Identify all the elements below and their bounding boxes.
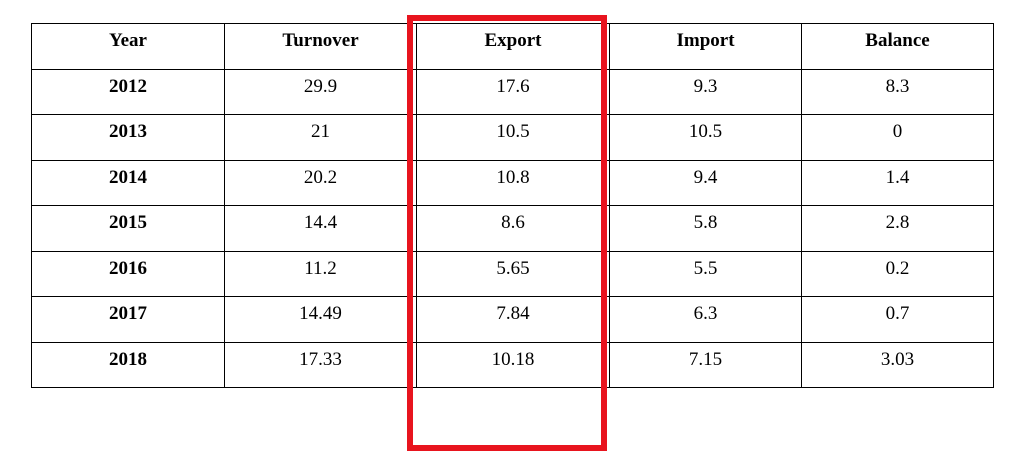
trade-table: Year Turnover Export Import Balance 2012… [31,23,994,388]
cell-year: 2015 [31,205,225,252]
cell-balance: 3.03 [801,341,994,388]
table-row: 2015 14.4 8.6 5.8 2.8 [31,205,994,252]
header-year: Year [31,23,225,70]
cell-balance: 0.2 [801,250,994,297]
cell-import: 5.8 [609,205,802,252]
cell-turnover: 17.33 [224,341,417,388]
cell-turnover: 21 [224,114,417,161]
cell-export: 10.5 [416,114,610,161]
table-row: 2017 14.49 7.84 6.3 0.7 [31,296,994,343]
header-import: Import [609,23,802,70]
cell-import: 5.5 [609,250,802,297]
cell-year: 2012 [31,68,225,115]
cell-import: 9.3 [609,68,802,115]
cell-import: 7.15 [609,341,802,388]
cell-balance: 8.3 [801,68,994,115]
cell-export: 10.18 [416,341,610,388]
cell-turnover: 29.9 [224,68,417,115]
table-row: 2018 17.33 10.18 7.15 3.03 [31,341,994,388]
table-row: 2014 20.2 10.8 9.4 1.4 [31,159,994,206]
cell-turnover: 14.49 [224,296,417,343]
cell-export: 10.8 [416,159,610,206]
cell-import: 10.5 [609,114,802,161]
header-balance: Balance [801,23,994,70]
cell-export: 8.6 [416,205,610,252]
trade-table-container: Year Turnover Export Import Balance 2012… [31,23,994,388]
header-turnover: Turnover [224,23,417,70]
cell-import: 9.4 [609,159,802,206]
table-row: 2013 21 10.5 10.5 0 [31,114,994,161]
cell-export: 5.65 [416,250,610,297]
cell-year: 2013 [31,114,225,161]
header-export: Export [416,23,610,70]
cell-balance: 1.4 [801,159,994,206]
table-header-row: Year Turnover Export Import Balance [31,23,994,70]
cell-year: 2018 [31,341,225,388]
cell-turnover: 20.2 [224,159,417,206]
cell-export: 7.84 [416,296,610,343]
cell-year: 2014 [31,159,225,206]
cell-turnover: 11.2 [224,250,417,297]
table-row: 2012 29.9 17.6 9.3 8.3 [31,68,994,115]
table-row: 2016 11.2 5.65 5.5 0.2 [31,250,994,297]
cell-balance: 0 [801,114,994,161]
cell-balance: 0.7 [801,296,994,343]
cell-balance: 2.8 [801,205,994,252]
cell-export: 17.6 [416,68,610,115]
cell-import: 6.3 [609,296,802,343]
cell-turnover: 14.4 [224,205,417,252]
cell-year: 2016 [31,250,225,297]
cell-year: 2017 [31,296,225,343]
